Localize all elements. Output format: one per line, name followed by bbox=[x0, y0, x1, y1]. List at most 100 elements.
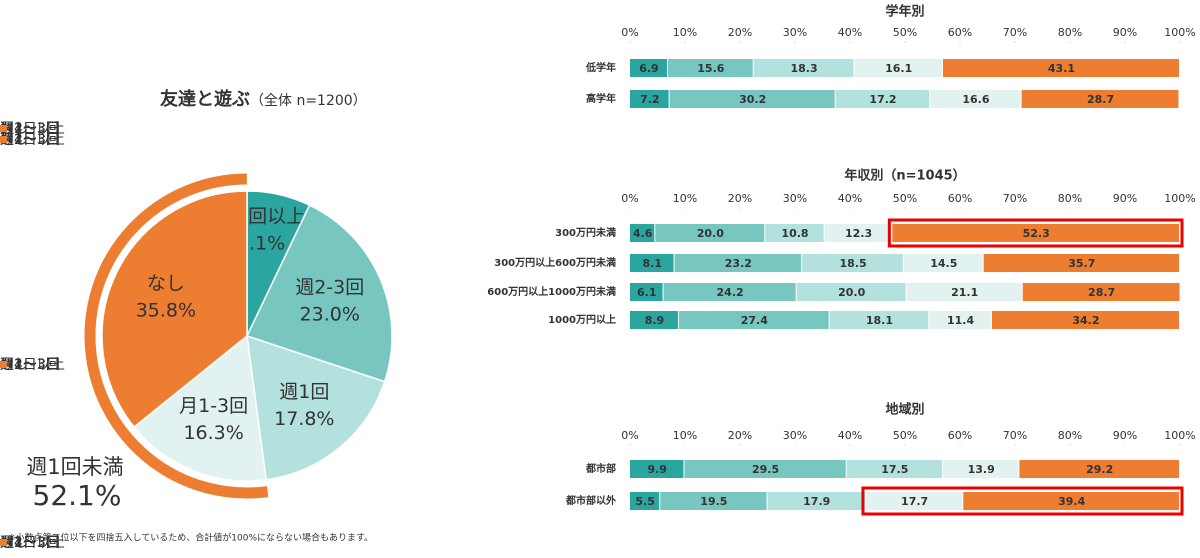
bar-segment bbox=[942, 59, 1179, 77]
value-label: 35.7 bbox=[1068, 257, 1095, 270]
x-tick-label: 50% bbox=[893, 26, 917, 39]
x-tick-label: 90% bbox=[1113, 26, 1137, 39]
legend-label: 週2～3日 bbox=[0, 357, 60, 373]
bar-segment bbox=[630, 311, 678, 329]
legend-label: 月1～3回 bbox=[0, 357, 60, 373]
bar-segment bbox=[660, 492, 767, 510]
bar-segment bbox=[663, 283, 796, 301]
highlight-box bbox=[861, 486, 1184, 516]
bar-segment bbox=[903, 254, 983, 272]
x-tick-label: 80% bbox=[1058, 26, 1082, 39]
value-label: 23.2 bbox=[725, 257, 752, 270]
value-label: 10.8 bbox=[781, 227, 808, 240]
legend-label: 月1～3回 bbox=[0, 121, 60, 137]
slice-label: 月1-3回 bbox=[179, 395, 248, 417]
bar-segment bbox=[674, 254, 802, 272]
bar-segment bbox=[669, 90, 835, 108]
value-label: 24.2 bbox=[717, 286, 744, 299]
slice-label: なし bbox=[147, 273, 185, 295]
bar-segment bbox=[630, 59, 667, 77]
x-tick-label: 10% bbox=[673, 26, 697, 39]
value-label: 34.2 bbox=[1072, 314, 1099, 327]
bar-segment bbox=[854, 59, 942, 77]
x-tick-label: 100% bbox=[1164, 26, 1195, 39]
value-label: 6.9 bbox=[639, 62, 659, 75]
value-label: 16.6 bbox=[962, 93, 989, 106]
x-tick-label: 60% bbox=[948, 26, 972, 39]
category-label: 高学年 bbox=[586, 92, 616, 105]
value-label: 17.9 bbox=[803, 495, 830, 508]
bar-segment bbox=[630, 460, 684, 478]
value-label: 11.4 bbox=[947, 314, 974, 327]
bar-segment bbox=[824, 224, 892, 242]
x-tick-label: 20% bbox=[728, 192, 752, 205]
legend-label: 週1日 bbox=[0, 535, 37, 551]
bar-segment bbox=[991, 311, 1179, 329]
x-tick-label: 40% bbox=[838, 192, 862, 205]
bar-segment bbox=[802, 254, 903, 272]
bar-segment bbox=[1022, 283, 1180, 301]
bar-segment bbox=[767, 492, 865, 510]
value-label: 9.9 bbox=[647, 463, 667, 476]
x-tick-label: 20% bbox=[728, 429, 752, 442]
x-tick-label: 90% bbox=[1113, 429, 1137, 442]
x-tick-label: 100% bbox=[1164, 429, 1195, 442]
bar-segment bbox=[1019, 460, 1179, 478]
value-label: 29.2 bbox=[1086, 463, 1113, 476]
x-tick-label: 30% bbox=[783, 429, 807, 442]
category-label: 低学年 bbox=[585, 61, 616, 74]
x-tick-label: 70% bbox=[1003, 429, 1027, 442]
bar-segment bbox=[983, 254, 1179, 272]
category-label: 1000万円以上 bbox=[548, 313, 616, 326]
slice-value-label: 7.1% bbox=[237, 232, 285, 254]
value-label: 5.5 bbox=[635, 495, 655, 508]
slice-label: 週1回 bbox=[279, 381, 329, 403]
bar-segment bbox=[1021, 90, 1179, 108]
x-tick-label: 80% bbox=[1058, 429, 1082, 442]
value-label: 16.1 bbox=[885, 62, 912, 75]
legend-label: 月1～3回 bbox=[0, 535, 60, 551]
x-tick-label: 70% bbox=[1003, 192, 1027, 205]
bar-segment bbox=[630, 90, 669, 108]
bar-segment bbox=[829, 311, 929, 329]
legend-swatch bbox=[0, 136, 7, 143]
bar-segment bbox=[630, 283, 663, 301]
value-label: 8.9 bbox=[645, 314, 665, 327]
value-label: 20.0 bbox=[838, 286, 865, 299]
x-tick-label: 10% bbox=[673, 192, 697, 205]
bar-segment bbox=[892, 224, 1179, 242]
slice-value-label: 17.8% bbox=[274, 408, 334, 430]
value-label: 13.9 bbox=[968, 463, 995, 476]
value-label: 6.1 bbox=[637, 286, 657, 299]
legend-swatch bbox=[0, 539, 7, 546]
value-label: 12.3 bbox=[845, 227, 872, 240]
value-label: 17.7 bbox=[901, 495, 928, 508]
category-label: 都市部 bbox=[585, 462, 616, 475]
annotation-arc bbox=[84, 173, 269, 499]
value-label: 39.4 bbox=[1058, 495, 1085, 508]
bar-segment bbox=[667, 59, 753, 77]
x-tick-label: 30% bbox=[783, 26, 807, 39]
bar-segment bbox=[906, 283, 1022, 301]
chart-subtitle: （全体 n=1200） bbox=[250, 92, 367, 109]
x-tick-label: 30% bbox=[783, 192, 807, 205]
value-label: 30.2 bbox=[739, 93, 766, 106]
bar-segment bbox=[655, 224, 765, 242]
bar-segment bbox=[678, 311, 829, 329]
x-tick-label: 70% bbox=[1003, 26, 1027, 39]
x-tick-label: 10% bbox=[673, 429, 697, 442]
value-label: 29.5 bbox=[752, 463, 779, 476]
bar-segment bbox=[929, 311, 991, 329]
bar-segment bbox=[930, 90, 1021, 108]
slice-value-label: 35.8% bbox=[136, 300, 196, 322]
bar-segment bbox=[796, 283, 906, 301]
x-tick-label: 40% bbox=[838, 26, 862, 39]
bar-segment bbox=[753, 59, 854, 77]
value-label: 18.3 bbox=[791, 62, 818, 75]
footnote: ※小数点第二位以下を四捨五入しているため、合計値が100%にならない場合もありま… bbox=[8, 532, 373, 544]
bar-segment bbox=[765, 224, 824, 242]
category-label: 300万円以上600万円未満 bbox=[494, 256, 616, 269]
legend-label: 週4日以上 bbox=[0, 357, 65, 373]
legend-label: 週4日以上 bbox=[0, 535, 65, 551]
value-label: 7.2 bbox=[640, 93, 660, 106]
